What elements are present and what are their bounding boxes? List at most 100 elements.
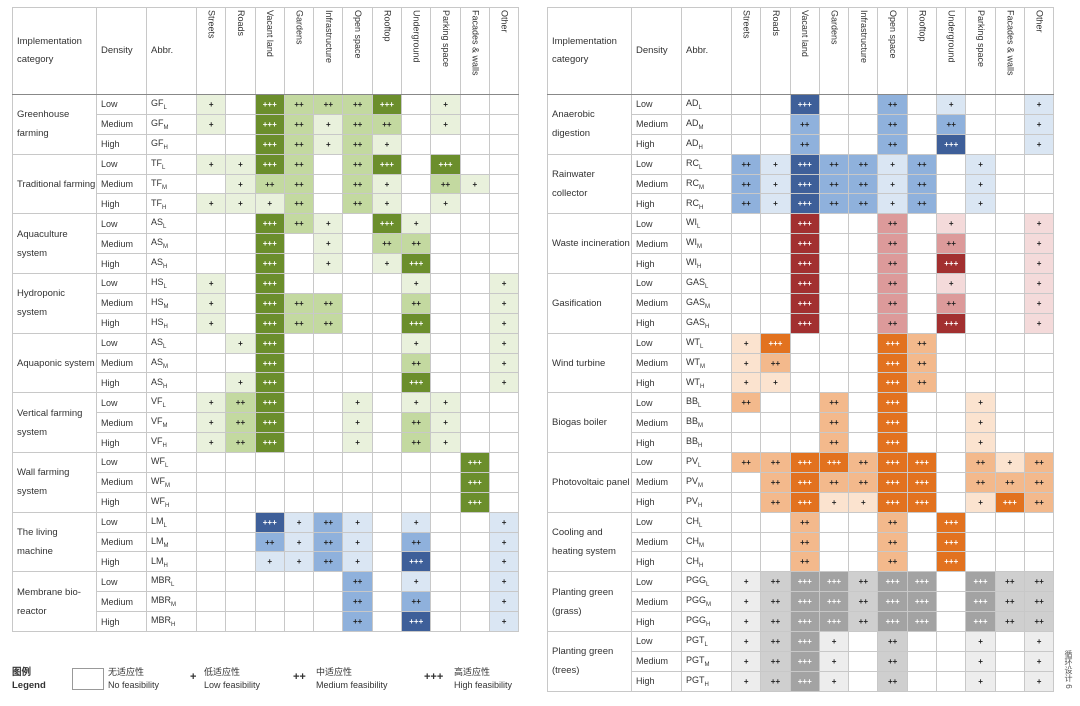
density-cell: Medium: [96, 412, 147, 434]
abbr-text: VF: [151, 416, 163, 427]
feasibility-cell: [195, 332, 227, 354]
abbr-subscript: H: [163, 263, 168, 270]
feasibility-cell: [994, 233, 1025, 255]
feasibility-cell: [459, 133, 490, 155]
abbr-cell: WTH: [681, 372, 732, 394]
feasibility-cell: ++: [818, 193, 850, 215]
density-cell: Medium: [631, 591, 682, 613]
abbr-cell: ASM: [146, 233, 197, 255]
feasibility-cell: +++: [789, 650, 820, 672]
abbr-subscript: M: [163, 124, 169, 131]
feasibility-cell: +: [195, 292, 227, 314]
table-row: Biogas boiler Low BBL ++ ++ +++ +: [547, 392, 1055, 454]
abbr-subscript: M: [171, 602, 176, 609]
feasibility-cell: [313, 491, 344, 513]
feasibility-cell: [430, 233, 461, 255]
feasibility-cell: [313, 471, 344, 493]
feasibility-cell: [848, 332, 879, 354]
column-header: Facades & walls: [459, 7, 490, 95]
density-cell: Low: [96, 94, 147, 115]
feasibility-cell: [1023, 372, 1055, 394]
feasibility-cell: [994, 213, 1025, 235]
abbr-subscript: H: [162, 204, 167, 211]
table-row: Membrane bio-reactor Low MBRL ++ + +: [12, 571, 520, 633]
feasibility-cell: [401, 471, 432, 493]
feasibility-cell: +: [1023, 292, 1055, 314]
feasibility-cell: ++: [283, 94, 315, 115]
feasibility-cell: +++: [965, 611, 996, 633]
feasibility-cell: [195, 491, 227, 513]
table-row: Vertical farming system Low VFL + ++ +++ + + +: [12, 392, 520, 454]
abbr-cell: ADH: [681, 133, 732, 155]
feasibility-cell: +: [1023, 670, 1055, 692]
density-cell: Low: [631, 571, 682, 593]
feasibility-cell: [906, 213, 938, 235]
density-cell: Medium: [631, 292, 682, 314]
feasibility-cell: ++: [342, 193, 373, 215]
abbr-cell: HSL: [146, 273, 197, 294]
feasibility-cell: ++: [877, 253, 908, 275]
feasibility-cell: +++: [789, 670, 820, 692]
feasibility-cell: ++: [342, 591, 373, 613]
feasibility-cell: +++: [254, 133, 285, 155]
feasibility-cell: ++: [313, 511, 344, 533]
feasibility-cell: ++: [789, 551, 820, 573]
feasibility-cell: +: [488, 372, 520, 394]
feasibility-cell: [254, 611, 285, 633]
abbr-subscript: H: [163, 144, 168, 151]
feasibility-cell: [906, 133, 938, 155]
header-category: Implementation category: [547, 7, 632, 95]
abbr-cell: BBM: [681, 412, 732, 434]
feasibility-cell: +++: [877, 571, 908, 593]
feasibility-cell: [313, 571, 344, 593]
feasibility-cell: +++: [789, 173, 820, 195]
feasibility-cell: [459, 292, 490, 314]
feasibility-cell: [936, 452, 967, 473]
feasibility-cell: [936, 173, 967, 195]
feasibility-cell: ++: [877, 94, 908, 115]
feasibility-cell: +: [965, 631, 996, 652]
feasibility-cell: +: [195, 273, 227, 294]
density-cell: Medium: [96, 292, 147, 314]
feasibility-cell: [994, 650, 1025, 672]
feasibility-cell: +: [225, 153, 256, 175]
feasibility-cell: [283, 571, 315, 593]
feasibility-cell: ++: [430, 173, 461, 195]
feasibility-cell: [488, 133, 520, 155]
abbr-subscript: M: [163, 363, 169, 370]
feasibility-cell: ++: [877, 631, 908, 652]
abbr-cell: WIH: [681, 253, 732, 275]
feasibility-cell: +++: [936, 133, 967, 155]
abbr-cell: CHM: [681, 531, 732, 553]
header-density: Density: [631, 7, 682, 95]
abbr-cell: CHH: [681, 551, 732, 573]
abbr-cell: ADL: [681, 94, 732, 115]
abbr-text: TF: [151, 157, 162, 168]
abbr-subscript: M: [163, 542, 169, 549]
abbr-text: MBR: [151, 615, 171, 626]
feasibility-cell: ++: [906, 193, 938, 215]
feasibility-cell: [906, 253, 938, 275]
feasibility-cell: ++: [760, 452, 791, 473]
density-cell: Low: [631, 452, 682, 473]
feasibility-cell: [965, 253, 996, 275]
feasibility-cell: [730, 253, 762, 275]
abbr-subscript: M: [163, 244, 169, 251]
category-name: Cooling and heating system: [547, 511, 632, 573]
feasibility-cell: [488, 193, 520, 215]
feasibility-cell: +: [401, 213, 432, 235]
abbr-text: WI: [686, 257, 697, 268]
feasibility-cell: [459, 412, 490, 434]
abbr-text: LM: [151, 515, 164, 526]
column-label: Vacant land: [265, 10, 276, 57]
feasibility-cell: [195, 511, 227, 533]
feasibility-cell: [283, 332, 315, 354]
feasibility-cell: +++: [254, 273, 285, 294]
abbr-text: RC: [686, 197, 699, 208]
category-name: Rainwater collector: [547, 153, 632, 215]
density-cell: Medium: [631, 173, 682, 195]
feasibility-cell: [488, 452, 520, 473]
feasibility-cell: [313, 352, 344, 374]
feasibility-cell: +++: [818, 452, 850, 473]
feasibility-cell: +: [254, 551, 285, 573]
